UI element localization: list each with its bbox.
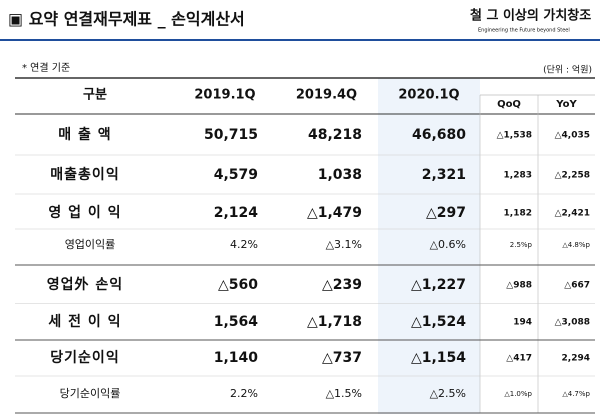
cell: △0.6% <box>430 238 466 251</box>
row-label: 당기순이익 <box>50 349 119 366</box>
cell: △239 <box>322 277 362 293</box>
cell: △1,479 <box>307 205 362 221</box>
cell: 1,140 <box>214 350 259 366</box>
column-header: YoY <box>555 99 577 110</box>
cell: 1,283 <box>504 171 532 181</box>
cell: △1,538 <box>497 131 532 141</box>
cell: △1.0%p <box>504 390 532 398</box>
cell: △667 <box>564 281 590 291</box>
logo-sub: Engineering the Future beyond Steel <box>478 28 570 34</box>
row-label: 영업外 손익 <box>47 276 123 293</box>
cell: △3.1% <box>326 238 362 251</box>
cell: 50,715 <box>204 127 258 143</box>
row-label: 세 전 이 익 <box>48 313 121 330</box>
row-label: 매출총이익 <box>50 166 119 183</box>
cell: 2,294 <box>562 354 590 364</box>
cell: 2,321 <box>422 167 466 183</box>
cell: △1,718 <box>307 314 362 330</box>
cell: △1.5% <box>326 387 362 400</box>
row-label: 영업이익률 <box>65 238 116 251</box>
column-header: 2019.1Q <box>194 88 255 103</box>
cell: 1,564 <box>214 314 259 330</box>
title: ▣ 요약 연결재무제표 _ 손익계산서 <box>8 10 245 29</box>
cell: △1,227 <box>411 277 466 293</box>
cell: △4.7%p <box>562 390 590 398</box>
column-header: 2020.1Q <box>398 88 459 103</box>
cell: 1,182 <box>504 209 532 219</box>
cell: △737 <box>322 350 362 366</box>
cell: 2.5%p <box>510 241 533 249</box>
cell: 194 <box>513 318 532 328</box>
cell: △988 <box>506 281 532 291</box>
cell: △417 <box>506 354 532 364</box>
cell: △2,258 <box>555 171 590 181</box>
cell: 2.2% <box>230 387 258 400</box>
cell: 2,124 <box>214 205 259 221</box>
cell: △297 <box>426 205 466 221</box>
column-header: QoQ <box>497 99 521 110</box>
cell: 4,579 <box>214 167 258 183</box>
cell: △2.5% <box>430 387 466 400</box>
row-label: 영 업 이 익 <box>48 204 121 221</box>
highlight-column <box>378 78 480 414</box>
cell: 48,218 <box>308 127 362 143</box>
row-label: 매 출 액 <box>58 126 111 143</box>
cell: △1,524 <box>411 314 466 330</box>
row-label: 당기순이익률 <box>60 387 121 400</box>
cell: 4.2% <box>230 238 258 251</box>
cell: 46,680 <box>412 127 466 143</box>
cell: △4,035 <box>555 131 590 141</box>
cell: △4.8%p <box>562 241 590 249</box>
column-header: 구분 <box>83 88 107 103</box>
logo: 철 그 이상의 가치창조 <box>470 8 591 24</box>
table: 구분 2019.1Q 2019.4Q 2020.1Q QoQ YoY 매 출 액 50,715… <box>15 77 595 414</box>
cell: △2,421 <box>555 209 590 219</box>
cell: 1,038 <box>318 167 362 183</box>
column-header: 2019.4Q <box>296 88 357 103</box>
cell: △3,088 <box>555 318 590 328</box>
note: * 연결 기준 <box>22 62 70 74</box>
cell: △560 <box>218 277 258 293</box>
cell: △1,154 <box>411 350 466 366</box>
unit: (단위 : 억원) <box>543 64 592 76</box>
